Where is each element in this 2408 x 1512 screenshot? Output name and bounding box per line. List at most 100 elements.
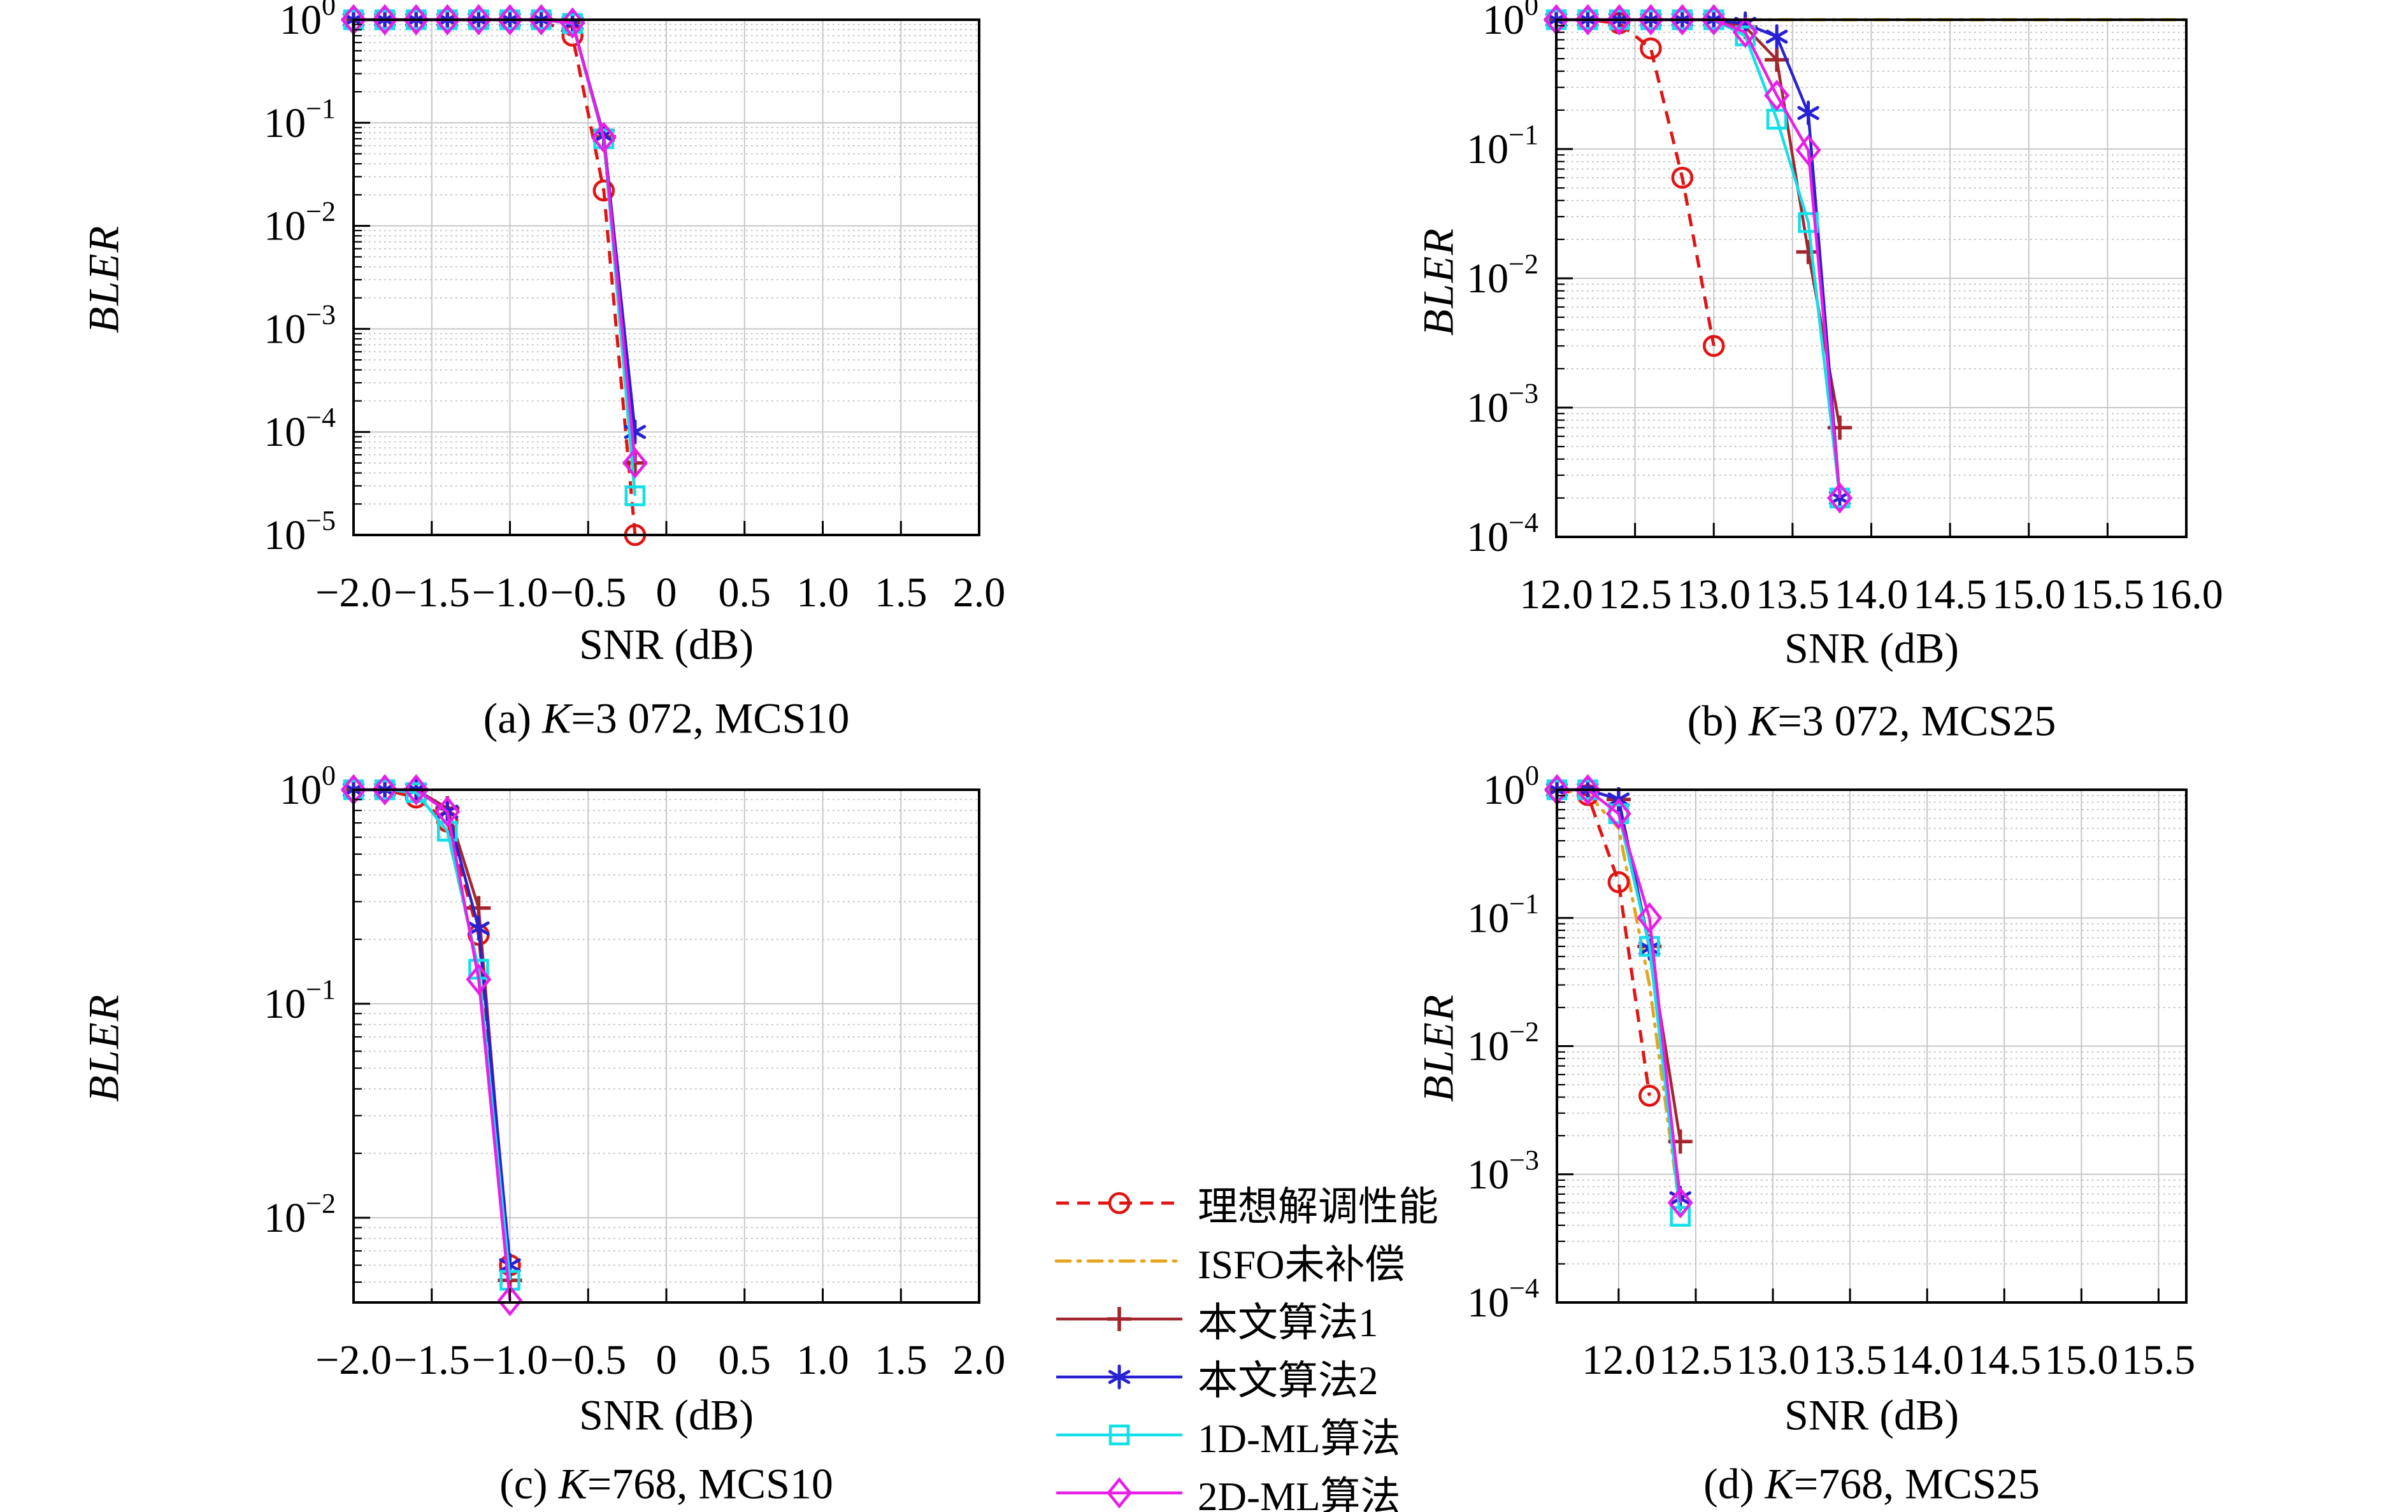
- ytick-label: 10−4: [1466, 507, 1538, 560]
- ytick-label: 10−4: [1467, 1273, 1539, 1326]
- xtick-label: −1.0: [472, 1337, 548, 1383]
- xtick-label: 2.0: [953, 1337, 1006, 1383]
- xtick-label: −2.0: [315, 569, 392, 616]
- legend-sample-alg1-plus-icon: [1056, 1307, 1182, 1331]
- legend-item-ml2d: 2D-ML算法: [1052, 1472, 1438, 1512]
- ytick-label: 10−2: [1466, 248, 1538, 302]
- ylabel-c: BLER: [79, 993, 128, 1102]
- legend-item-ideal: 理想解调性能: [1052, 1182, 1438, 1229]
- caption-d-rest: =768, MCS25: [1793, 1459, 2040, 1508]
- xtick-label: 12.5: [1659, 1337, 1733, 1383]
- xtick-label: 12.0: [1519, 571, 1593, 618]
- caption-a-k: K: [542, 694, 571, 743]
- xlabel-b: SNR (dB): [1784, 624, 1959, 673]
- legend-sample-ml2d-diamond-icon: [1056, 1477, 1182, 1509]
- caption-c-rest: =768, MCS10: [587, 1459, 833, 1508]
- xtick-label: −1.0: [472, 569, 548, 616]
- legend-label-ml2d: 2D-ML算法: [1198, 1474, 1401, 1512]
- chart-b: 12.0 12.5 13.0 13.5 14.0 14.5 15.0 15.5 16.0 100 1…: [1466, 0, 2223, 618]
- legend-label-ideal: 理想解调性能: [1198, 1184, 1438, 1229]
- legend-item-alg1: 本文算法1: [1052, 1298, 1438, 1345]
- caption-b-rest: =3 072, MCS25: [1777, 696, 2056, 745]
- chart-d: 12.0 12.5 13.0 13.5 14.0 14.5 15.0 15.5 100 10−1 1…: [1467, 760, 2195, 1383]
- chart-c: −2.0 −1.5 −1.0 −0.5 0 0.5 1.0 1.5 2.0 100 10−1 10−2: [264, 760, 1005, 1383]
- caption-c-k: K: [558, 1459, 587, 1508]
- series-alg1-markers-a: [341, 8, 647, 475]
- ytick-label: 100: [280, 760, 336, 813]
- xtick-label: 13.5: [1813, 1337, 1887, 1383]
- ylabel-d: BLER: [1414, 993, 1463, 1102]
- series-ideal-line-d: [1556, 788, 1651, 1096]
- caption-c: (c) K=768, MCS10: [499, 1459, 833, 1509]
- series-ml2d-markers-d: [1544, 774, 1693, 1219]
- xtick-label: 14.5: [1913, 571, 1987, 618]
- legend-item-alg2: 本文算法2: [1052, 1356, 1438, 1403]
- legend-sample-alg2-asterisk-icon: [1056, 1364, 1182, 1390]
- legend-label-ml1d: 1D-ML算法: [1198, 1416, 1401, 1461]
- ytick-label: 10−2: [1467, 1016, 1539, 1070]
- ytick-label: 100: [1483, 760, 1539, 813]
- caption-d-k: K: [1765, 1459, 1794, 1508]
- ylabel-b: BLER: [1414, 227, 1463, 336]
- legend-sample-ideal-dashed-circle-icon: [1056, 1192, 1182, 1215]
- ytick-label: 10−2: [264, 1188, 336, 1241]
- xlabel-c: SNR (dB): [579, 1390, 754, 1439]
- xtick-label: 12.5: [1598, 571, 1672, 618]
- xtick-label: −0.5: [550, 1337, 626, 1383]
- xtick-label: 1.5: [875, 1337, 928, 1383]
- series-alg1-line-b: [1556, 18, 1842, 428]
- chart-a: −2.0 −1.5 −1.0 −0.5 0 0.5 1.0 1.5 2.0 100 10−1 10−2…: [264, 0, 1005, 616]
- ytick-label: 10−1: [1467, 888, 1539, 941]
- xtick-label: 1.5: [875, 569, 928, 616]
- series-ml2d-markers-a: [341, 4, 648, 479]
- legend-label-alg1: 本文算法1: [1198, 1300, 1379, 1345]
- xtick-label: 15.0: [2045, 1337, 2119, 1383]
- series-alg1-markers-b: [1544, 8, 1853, 440]
- xtick-label: −0.5: [550, 569, 626, 616]
- xlabel-a: SNR (dB): [579, 620, 754, 669]
- legend-item-isfo: ISFO未补偿: [1052, 1240, 1438, 1287]
- xtick-label: −1.5: [394, 1337, 470, 1383]
- caption-d: (d) K=768, MCS25: [1703, 1459, 2040, 1509]
- ytick-label: 10−1: [264, 93, 336, 146]
- xtick-label: 13.0: [1736, 1337, 1810, 1383]
- ytick-label: 100: [280, 0, 336, 43]
- xtick-label: 0: [656, 1337, 677, 1383]
- series-ideal-markers-a: [342, 8, 647, 546]
- legend: 理想解调性能 ISFO未补偿 本文算法1 本文算法2 1D-ML算法 2D-ML…: [1052, 1182, 1438, 1512]
- xtick-label: 14.0: [1890, 1337, 1964, 1383]
- xtick-label: 12.0: [1582, 1337, 1656, 1383]
- legend-sample-isfo-dashdot-icon: [1054, 1259, 1184, 1263]
- xtick-label: 1.0: [796, 1337, 849, 1383]
- series-ml2d-markers-b: [1544, 4, 1853, 514]
- ytick-label: 10−3: [1466, 378, 1538, 431]
- caption-b-index: (b): [1687, 696, 1749, 745]
- ytick-label: 10−4: [264, 402, 336, 455]
- legend-item-ml1d: 1D-ML算法: [1052, 1414, 1438, 1461]
- xtick-label: 16.0: [2149, 571, 2223, 618]
- xtick-label: 13.5: [1756, 571, 1830, 618]
- xtick-label: 14.5: [1968, 1337, 2042, 1383]
- xtick-label: 0: [656, 569, 677, 616]
- legend-label-isfo: ISFO未补偿: [1198, 1242, 1405, 1287]
- ytick-label: 10−1: [1466, 119, 1538, 173]
- xtick-label: 13.0: [1677, 571, 1751, 618]
- xtick-label: 0.5: [719, 569, 771, 616]
- legend-sample-ml1d-square-icon: [1056, 1424, 1182, 1446]
- xtick-label: 1.0: [796, 569, 849, 616]
- xtick-label: 15.5: [2122, 1337, 2196, 1383]
- caption-c-index: (c): [499, 1459, 559, 1508]
- xtick-label: 14.0: [1835, 571, 1909, 618]
- xtick-label: 15.0: [1992, 571, 2066, 618]
- series-ml1d-markers-a: [343, 9, 646, 506]
- caption-a-index: (a): [483, 694, 543, 743]
- xtick-label: −1.5: [394, 569, 470, 616]
- xtick-label: −2.0: [315, 1337, 392, 1383]
- ytick-label: 100: [1482, 0, 1538, 43]
- caption-d-index: (d): [1703, 1459, 1765, 1508]
- xlabel-d: SNR (dB): [1784, 1390, 1959, 1439]
- xtick-label: 15.5: [2071, 571, 2145, 618]
- ytick-label: 10−3: [1467, 1145, 1539, 1198]
